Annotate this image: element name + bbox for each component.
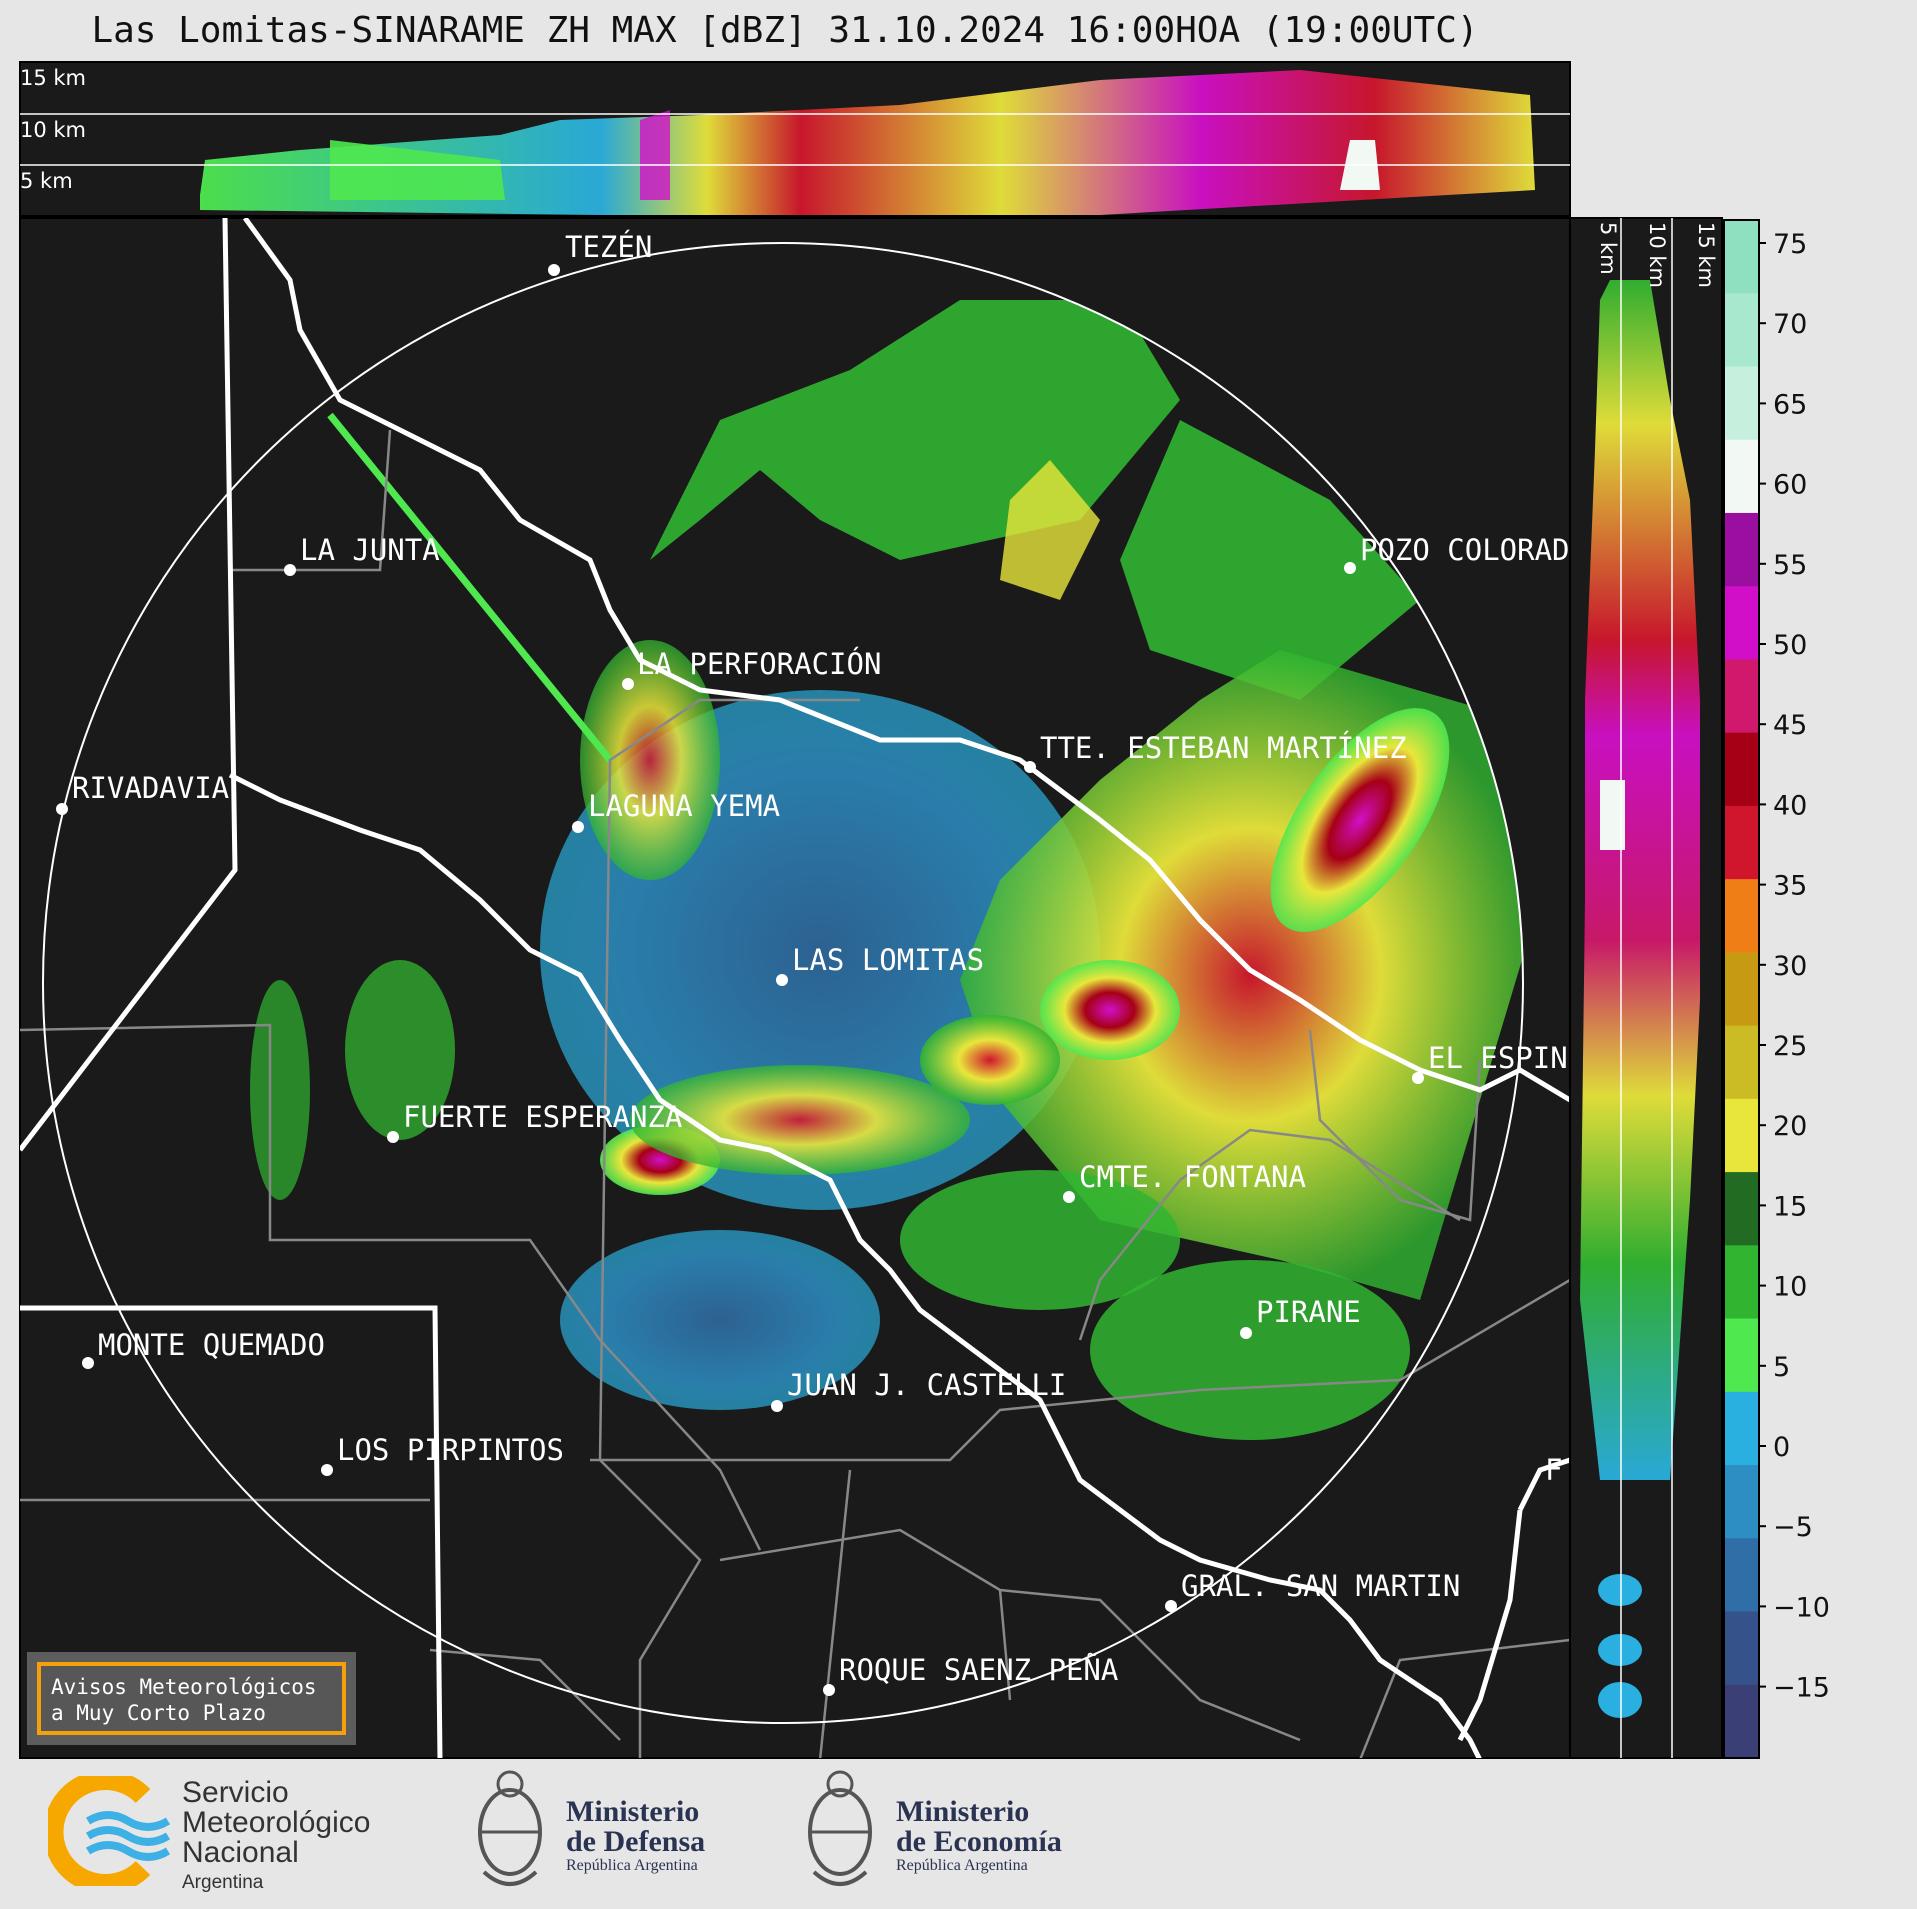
colorbar-tick-label: 65: [1773, 389, 1807, 420]
department-boundaries: [20, 429, 1570, 1758]
colorbar-swatch: [1724, 1465, 1759, 1539]
colorbar-tick-label: 35: [1773, 871, 1807, 902]
city-markers: TEZÉN LA JUNTA POZO COLORAD LA PERFORACI…: [56, 230, 1570, 1696]
city-label-laguna-yema: LAGUNA YEMA: [588, 789, 780, 823]
colorbar-tick-label: 40: [1773, 790, 1807, 821]
colorbar-swatch: [1724, 1245, 1759, 1320]
colorbar-tick-label: 75: [1773, 229, 1807, 260]
top-height-10km-label: 10 km: [20, 118, 86, 142]
city-label-rivadavia: RIVADAVIA: [72, 771, 229, 805]
radar-map-panel: TEZÉN LA JUNTA POZO COLORAD LA PERFORACI…: [19, 217, 1571, 1759]
colorbar-swatch: [1724, 1538, 1759, 1613]
city-label-roque-saenz-pena: ROQUE SAENZ PEÑA: [839, 1653, 1118, 1687]
defensa-line-1: Ministerio: [566, 1795, 700, 1828]
colorbar-swatch: [1724, 586, 1759, 660]
side-height-10km-label: 10 km: [1645, 222, 1669, 288]
map-title: Las Lomitas-SINARAME ZH MAX [dBZ] 31.10.…: [91, 10, 1479, 51]
colorbar-tick-label: 25: [1773, 1031, 1807, 1062]
city-label-cmte-fontana: CMTE. FONTANA: [1079, 1160, 1306, 1194]
colorbar-swatch: [1724, 1318, 1759, 1393]
colorbar-swatch: [1724, 1098, 1759, 1173]
economia-logo-text: Ministerio de Economía República Argenti…: [896, 1797, 1062, 1875]
radar-echoes: [250, 300, 1523, 1440]
smn-line-1: Servicio: [182, 1776, 289, 1809]
city-label-gral-san-martin: GRAL. SAN MARTIN: [1181, 1569, 1460, 1603]
defensa-line-2: de Defensa: [566, 1825, 706, 1858]
city-label-pirane: PIRANE: [1256, 1295, 1361, 1329]
city-label-las-lomitas: LAS LOMITAS: [792, 943, 984, 977]
colorbar-swatch: [1724, 732, 1759, 807]
colorbar-tick-label: 20: [1773, 1111, 1807, 1142]
side-height-5km-label: 5 km: [1596, 222, 1620, 275]
colorbar-swatch: [1724, 805, 1759, 880]
colorbar-swatch: [1724, 439, 1759, 514]
province-borders: [20, 218, 1570, 1758]
colorbar-tick-label: 15: [1773, 1191, 1807, 1222]
economia-shield-icon: [808, 1770, 872, 1886]
economia-sub: República Argentina: [896, 1857, 1028, 1874]
city-label-la-junta: LA JUNTA: [300, 533, 440, 567]
economia-line-1: Ministerio: [896, 1795, 1030, 1828]
city-label-los-pirpintos: LOS PIRPINTOS: [337, 1433, 564, 1467]
radar-range-ring: [42, 242, 1524, 1724]
colorbar-swatch: [1724, 1684, 1759, 1759]
city-label-f: F: [1545, 1453, 1562, 1487]
smn-logo-text: Servicio Meteorológico Nacional Argentin…: [182, 1778, 370, 1898]
colorbar-swatch: [1724, 1025, 1759, 1100]
colorbar-frame: [1723, 219, 1760, 1759]
city-label-monte-quemado: MONTE QUEMADO: [98, 1328, 325, 1362]
smn-line-4: Argentina: [182, 1872, 264, 1893]
colorbar-tick-label: 10: [1773, 1272, 1807, 1303]
smn-line-3: Nacional: [182, 1836, 299, 1869]
colorbar-swatch: [1724, 220, 1759, 294]
colorbar-swatch: [1724, 952, 1759, 1027]
colorbar-swatch: [1724, 1172, 1759, 1246]
colorbar-swatch: [1724, 293, 1759, 367]
top-cross-section-panel: 15 km 10 km 5 km: [19, 61, 1571, 217]
colorbar-swatch: [1724, 1391, 1759, 1466]
colorbar-swatch: [1724, 879, 1759, 953]
defensa-sub: República Argentina: [566, 1857, 698, 1874]
defensa-shield-icon: [478, 1770, 542, 1886]
top-height-5km-label: 5 km: [20, 169, 73, 193]
city-label-fuerte-esperanza: FUERTE ESPERANZA: [403, 1100, 682, 1134]
colorbar-tick-label: −10: [1773, 1592, 1830, 1623]
economia-line-2: de Economía: [896, 1825, 1062, 1858]
city-label-tezen: TEZÉN: [565, 230, 652, 264]
aviso-box: Avisos Meteorológicos a Muy Corto Plazo: [27, 1652, 356, 1745]
colorbar-tick-label: 5: [1773, 1352, 1790, 1383]
colorbar-swatch: [1724, 512, 1759, 587]
colorbar-swatch: [1724, 366, 1759, 441]
colorbar-tick-label: 45: [1773, 710, 1807, 741]
colorbar-tick-label: 50: [1773, 630, 1807, 661]
colorbar-swatch: [1724, 1611, 1759, 1686]
city-label-pozo-colorado: POZO COLORAD: [1360, 533, 1570, 567]
smn-logo-icon: [48, 1776, 171, 1886]
city-label-tte-esteban-martinez: TTE. ESTEBAN MARTÍNEZ: [1040, 731, 1407, 765]
side-cross-section-panel: 5 km 10 km 15 km: [1569, 217, 1723, 1759]
defensa-logo-text: Ministerio de Defensa República Argentin…: [566, 1797, 705, 1875]
smn-line-2: Meteorológico: [182, 1806, 371, 1839]
top-height-15km-label: 15 km: [20, 66, 86, 90]
city-label-juan-j-castelli: JUAN J. CASTELLI: [787, 1368, 1066, 1402]
city-label-la-perforacion: LA PERFORACIÓN: [637, 647, 881, 681]
colorbar-tick-label: −15: [1773, 1673, 1830, 1704]
colorbar-tick-label: 55: [1773, 550, 1807, 581]
colorbar-tick-label: 60: [1773, 470, 1807, 501]
colorbar-tick-label: 0: [1773, 1432, 1790, 1463]
city-label-el-espin: EL ESPIN: [1428, 1041, 1568, 1075]
colorbar-tick-label: 70: [1773, 309, 1807, 340]
colorbar-swatch: [1724, 659, 1759, 734]
side-height-15km-label: 15 km: [1694, 222, 1718, 288]
colorbar-tick-label: 30: [1773, 951, 1807, 982]
colorbar-tick-label: −5: [1773, 1512, 1813, 1543]
